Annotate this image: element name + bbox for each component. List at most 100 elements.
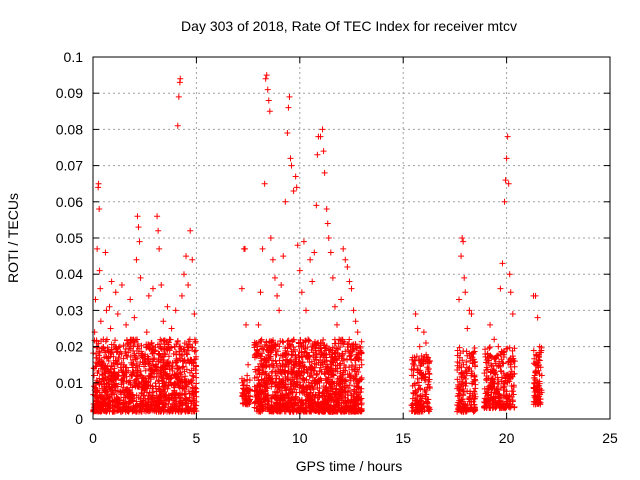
data-point xyxy=(412,311,419,318)
data-point xyxy=(290,187,297,194)
data-point-dense xyxy=(304,369,311,376)
data-point-dense xyxy=(455,399,462,406)
data-point-dense xyxy=(494,374,501,381)
data-point-dense xyxy=(491,369,498,376)
data-point-dense xyxy=(114,360,121,367)
data-point-dense xyxy=(132,364,139,371)
data-point xyxy=(458,253,465,260)
data-point-dense xyxy=(482,346,489,353)
data-point-dense xyxy=(256,380,263,387)
data-point-dense xyxy=(487,353,494,360)
data-point xyxy=(320,148,327,155)
data-point-dense xyxy=(287,341,294,348)
data-point xyxy=(307,256,314,263)
data-point-dense xyxy=(345,398,352,405)
data-point-dense xyxy=(341,377,348,384)
data-point-dense xyxy=(506,378,513,385)
data-point-dense xyxy=(481,404,488,411)
data-point-dense xyxy=(340,355,347,362)
data-point xyxy=(123,321,130,328)
data-point-dense xyxy=(251,388,258,395)
y-tick-label: 0.04 xyxy=(56,266,83,282)
data-point-dense xyxy=(177,343,184,350)
data-point-dense xyxy=(348,392,355,399)
data-point-dense xyxy=(358,406,365,413)
data-point-dense xyxy=(168,363,175,370)
data-point-dense xyxy=(421,386,428,393)
data-point xyxy=(175,93,182,100)
data-point-dense xyxy=(483,364,490,371)
data-point-dense xyxy=(137,396,144,403)
data-point-dense xyxy=(501,373,508,380)
data-point-dense xyxy=(334,357,341,364)
data-point xyxy=(264,86,271,93)
data-point xyxy=(170,350,177,357)
data-point-dense xyxy=(287,399,294,406)
data-point-dense xyxy=(346,370,353,377)
data-point-dense xyxy=(328,358,335,365)
data-point xyxy=(319,126,326,133)
data-point-dense xyxy=(174,375,181,382)
data-point xyxy=(468,311,475,318)
data-point-dense xyxy=(328,371,335,378)
data-point xyxy=(420,329,427,336)
data-point-dense xyxy=(419,392,426,399)
data-point-dense xyxy=(463,364,470,371)
data-point xyxy=(425,354,432,361)
data-point-dense xyxy=(172,371,179,378)
data-point xyxy=(324,220,331,227)
data-point-dense xyxy=(499,360,506,367)
data-point-dense xyxy=(284,358,291,365)
data-point-dense xyxy=(321,358,328,365)
data-point xyxy=(462,289,469,296)
data-point xyxy=(99,376,106,383)
data-point-dense xyxy=(169,391,176,398)
data-point-dense xyxy=(467,355,474,362)
data-point-dense xyxy=(419,372,426,379)
data-point-dense xyxy=(533,352,540,359)
data-point-dense xyxy=(172,380,179,387)
data-point-dense xyxy=(289,389,296,396)
data-point-dense xyxy=(160,386,167,393)
data-point-dense xyxy=(321,370,328,377)
data-point-dense xyxy=(458,370,465,377)
data-point-dense xyxy=(93,388,100,395)
data-point-dense xyxy=(312,364,319,371)
data-point xyxy=(96,267,103,274)
data-point xyxy=(139,354,146,361)
data-point xyxy=(354,329,361,336)
data-point xyxy=(502,177,509,184)
data-point xyxy=(416,343,423,350)
x-tick-label: 20 xyxy=(499,430,515,446)
data-point-dense xyxy=(149,350,156,357)
data-point-dense xyxy=(276,404,283,411)
data-point xyxy=(461,274,468,281)
data-point-dense xyxy=(454,376,461,383)
data-point-dense xyxy=(157,359,164,366)
data-point-dense xyxy=(282,380,289,387)
data-point-dense xyxy=(121,388,128,395)
data-point xyxy=(309,278,316,285)
data-point xyxy=(97,318,104,325)
data-point-dense xyxy=(417,362,424,369)
data-point xyxy=(97,285,104,292)
data-point-dense xyxy=(349,348,356,355)
data-point-dense xyxy=(95,340,102,347)
data-point xyxy=(344,263,351,270)
data-point-dense xyxy=(127,353,134,360)
data-point xyxy=(118,282,125,289)
data-point-dense xyxy=(311,395,318,402)
data-point-dense xyxy=(488,383,495,390)
data-point-dense xyxy=(303,408,310,415)
data-point-dense xyxy=(191,397,198,404)
data-point-dense xyxy=(154,401,161,408)
data-point-dense xyxy=(256,370,263,377)
data-point xyxy=(286,93,293,100)
data-point xyxy=(410,372,417,379)
data-point-dense xyxy=(455,390,462,397)
data-point-dense xyxy=(145,355,152,362)
data-point-dense xyxy=(332,394,339,401)
data-point-dense xyxy=(483,377,490,384)
data-point xyxy=(532,292,539,299)
